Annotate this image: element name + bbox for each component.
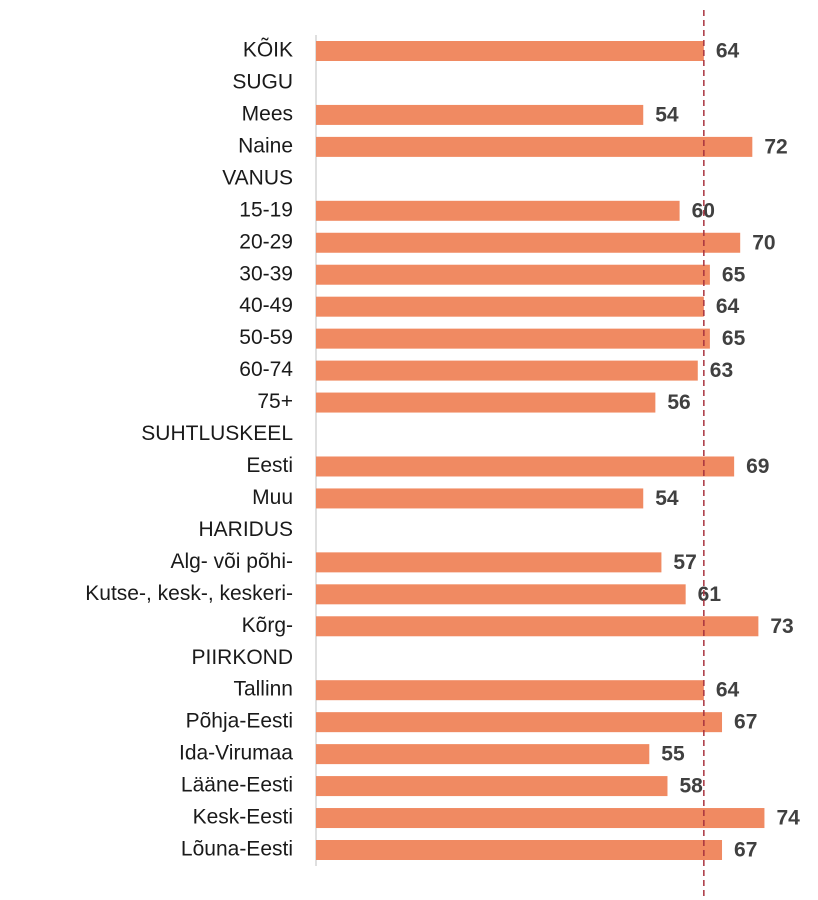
category-label: Naine: [238, 134, 293, 157]
category-label: 20-29: [239, 230, 293, 253]
bar: [316, 200, 680, 221]
bar: [316, 488, 644, 509]
value-label: 72: [764, 135, 787, 158]
category-label: PIIRKOND: [191, 646, 293, 669]
value-label: 64: [716, 679, 740, 702]
category-label: Kutse-, kesk-, keskeri-: [85, 582, 293, 605]
category-label: 50-59: [239, 326, 293, 349]
category-label: 75+: [257, 390, 293, 413]
category-label: KÕIK: [243, 38, 293, 62]
value-label: 58: [679, 775, 703, 798]
bar: [316, 808, 765, 829]
value-label: 55: [661, 743, 685, 766]
bar: [316, 712, 723, 733]
value-label: 57: [673, 551, 696, 574]
bar: [316, 104, 644, 125]
category-label: Lääne-Eesti: [181, 774, 293, 797]
bar: [316, 360, 698, 381]
bar: [316, 136, 753, 157]
value-label: 54: [655, 103, 679, 126]
bar: [316, 456, 735, 477]
bar: [316, 744, 650, 765]
bar: [316, 296, 704, 317]
category-label: Alg- või põhi-: [170, 550, 293, 573]
category-label: VANUS: [222, 166, 293, 189]
category-label: 40-49: [239, 294, 293, 317]
category-label: SUGU: [232, 71, 293, 94]
category-label: Kesk-Eesti: [193, 806, 293, 829]
bar: [316, 680, 704, 701]
category-label: Mees: [242, 102, 293, 125]
value-label: 74: [776, 807, 800, 830]
bar: [316, 616, 759, 637]
value-label: 67: [734, 839, 757, 862]
category-label: SUHTLUSKEEL: [141, 422, 293, 445]
bar: [316, 392, 656, 413]
bar: [316, 776, 668, 797]
value-label: 67: [734, 711, 757, 734]
category-label: Põhja-Eesti: [186, 710, 293, 733]
bar: [316, 840, 723, 860]
category-label: 15-19: [239, 198, 293, 221]
category-label: Eesti: [246, 454, 293, 477]
value-label: 61: [698, 583, 722, 606]
value-label: 64: [716, 295, 740, 318]
category-label: Muu: [252, 486, 293, 509]
category-label: Lõuna-Eesti: [181, 838, 293, 861]
value-label: 73: [770, 615, 793, 638]
bar: [316, 232, 741, 253]
bar: [316, 41, 704, 61]
bar: [316, 264, 710, 285]
category-label: Tallinn: [233, 678, 293, 701]
category-label: 60-74: [239, 358, 293, 381]
value-label: 63: [710, 359, 733, 382]
category-label: Kõrg-: [242, 614, 293, 637]
value-label: 65: [722, 263, 746, 286]
value-label: 65: [722, 327, 746, 350]
bar: [316, 552, 662, 573]
bar: [316, 328, 710, 349]
value-label: 54: [655, 487, 679, 510]
value-label: 69: [746, 455, 769, 478]
value-label: 56: [667, 391, 690, 414]
bar: [316, 584, 686, 605]
value-label: 70: [752, 231, 775, 254]
category-label: 30-39: [239, 262, 293, 285]
category-label: HARIDUS: [198, 518, 293, 541]
category-label: Ida-Virumaa: [179, 742, 293, 765]
value-label: 64: [716, 40, 740, 63]
